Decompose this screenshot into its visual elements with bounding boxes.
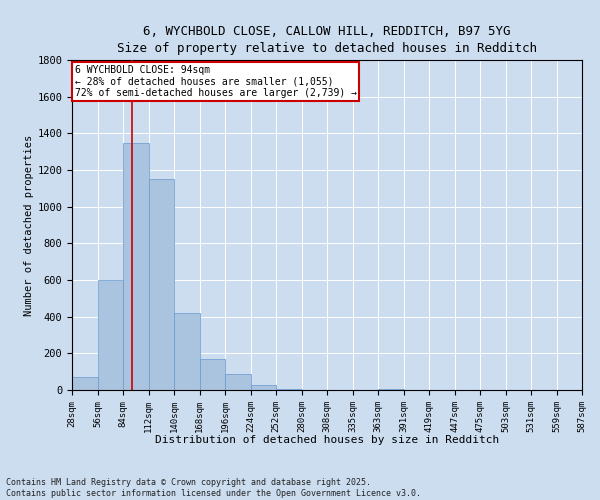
Bar	[378, 389, 404, 390]
Text: 6 WYCHBOLD CLOSE: 94sqm
← 28% of detached houses are smaller (1,055)
72% of semi: 6 WYCHBOLD CLOSE: 94sqm ← 28% of detache…	[74, 65, 356, 98]
Title: 6, WYCHBOLD CLOSE, CALLOW HILL, REDDITCH, B97 5YG
Size of property relative to d: 6, WYCHBOLD CLOSE, CALLOW HILL, REDDITCH…	[117, 24, 537, 54]
Bar	[97, 280, 123, 390]
Bar	[72, 377, 97, 390]
X-axis label: Distribution of detached houses by size in Redditch: Distribution of detached houses by size …	[155, 435, 499, 445]
Bar	[149, 179, 174, 390]
Bar	[225, 374, 251, 390]
Bar	[174, 313, 199, 390]
Bar	[251, 386, 276, 390]
Y-axis label: Number of detached properties: Number of detached properties	[25, 134, 35, 316]
Bar	[276, 389, 302, 390]
Bar	[199, 359, 225, 390]
Bar	[123, 142, 149, 390]
Text: Contains HM Land Registry data © Crown copyright and database right 2025.
Contai: Contains HM Land Registry data © Crown c…	[6, 478, 421, 498]
